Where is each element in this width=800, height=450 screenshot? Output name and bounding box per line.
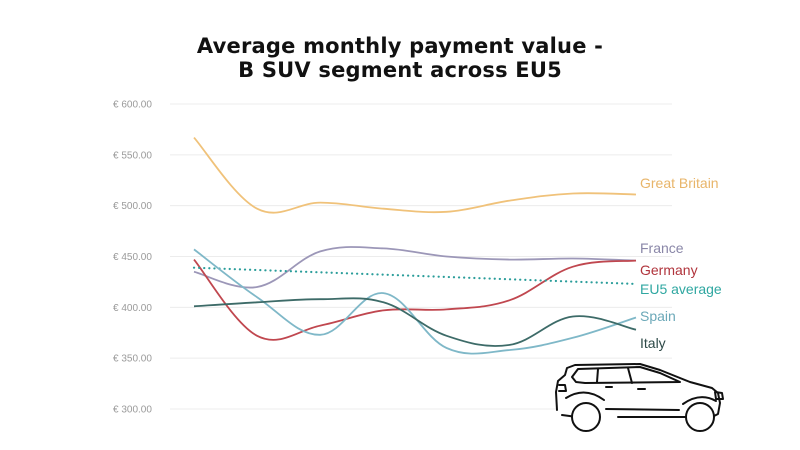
legend-germany: Germany	[640, 262, 698, 278]
y-tick-label: € 450.00	[113, 252, 152, 263]
legend-spain: Spain	[640, 308, 676, 324]
legend-italy: Italy	[640, 335, 666, 351]
series-line-eu5-average	[192, 266, 638, 286]
y-tick-label: € 400.00	[113, 303, 152, 314]
chart-title-line-1: Average monthly payment value -	[196, 34, 604, 58]
y-tick-label: € 600.00	[113, 100, 152, 111]
chart-title: Average monthly payment value - B SUV se…	[0, 34, 800, 82]
y-tick-label: € 350.00	[113, 354, 152, 365]
suv-car-outline-icon	[555, 363, 724, 432]
series-line-italy	[193, 297, 637, 347]
y-tick-label: € 300.00	[113, 405, 152, 416]
chart-title-line-2: B SUV segment across EU5	[238, 58, 562, 82]
gridlines	[170, 103, 672, 410]
y-tick-label: € 500.00	[113, 201, 152, 212]
legend-great-britain: Great Britain	[640, 175, 719, 191]
series-lines	[192, 136, 638, 355]
legend-eu5-average: EU5 average	[640, 281, 722, 297]
legend-france: France	[640, 240, 684, 256]
series-line-france	[193, 246, 637, 289]
y-axis-ticks: € 600.00 € 550.00 € 500.00 € 450.00 € 400.00…	[113, 100, 152, 416]
series-line-great-britain	[193, 136, 637, 214]
series-line-spain	[193, 248, 637, 355]
y-tick-label: € 550.00	[113, 150, 152, 161]
